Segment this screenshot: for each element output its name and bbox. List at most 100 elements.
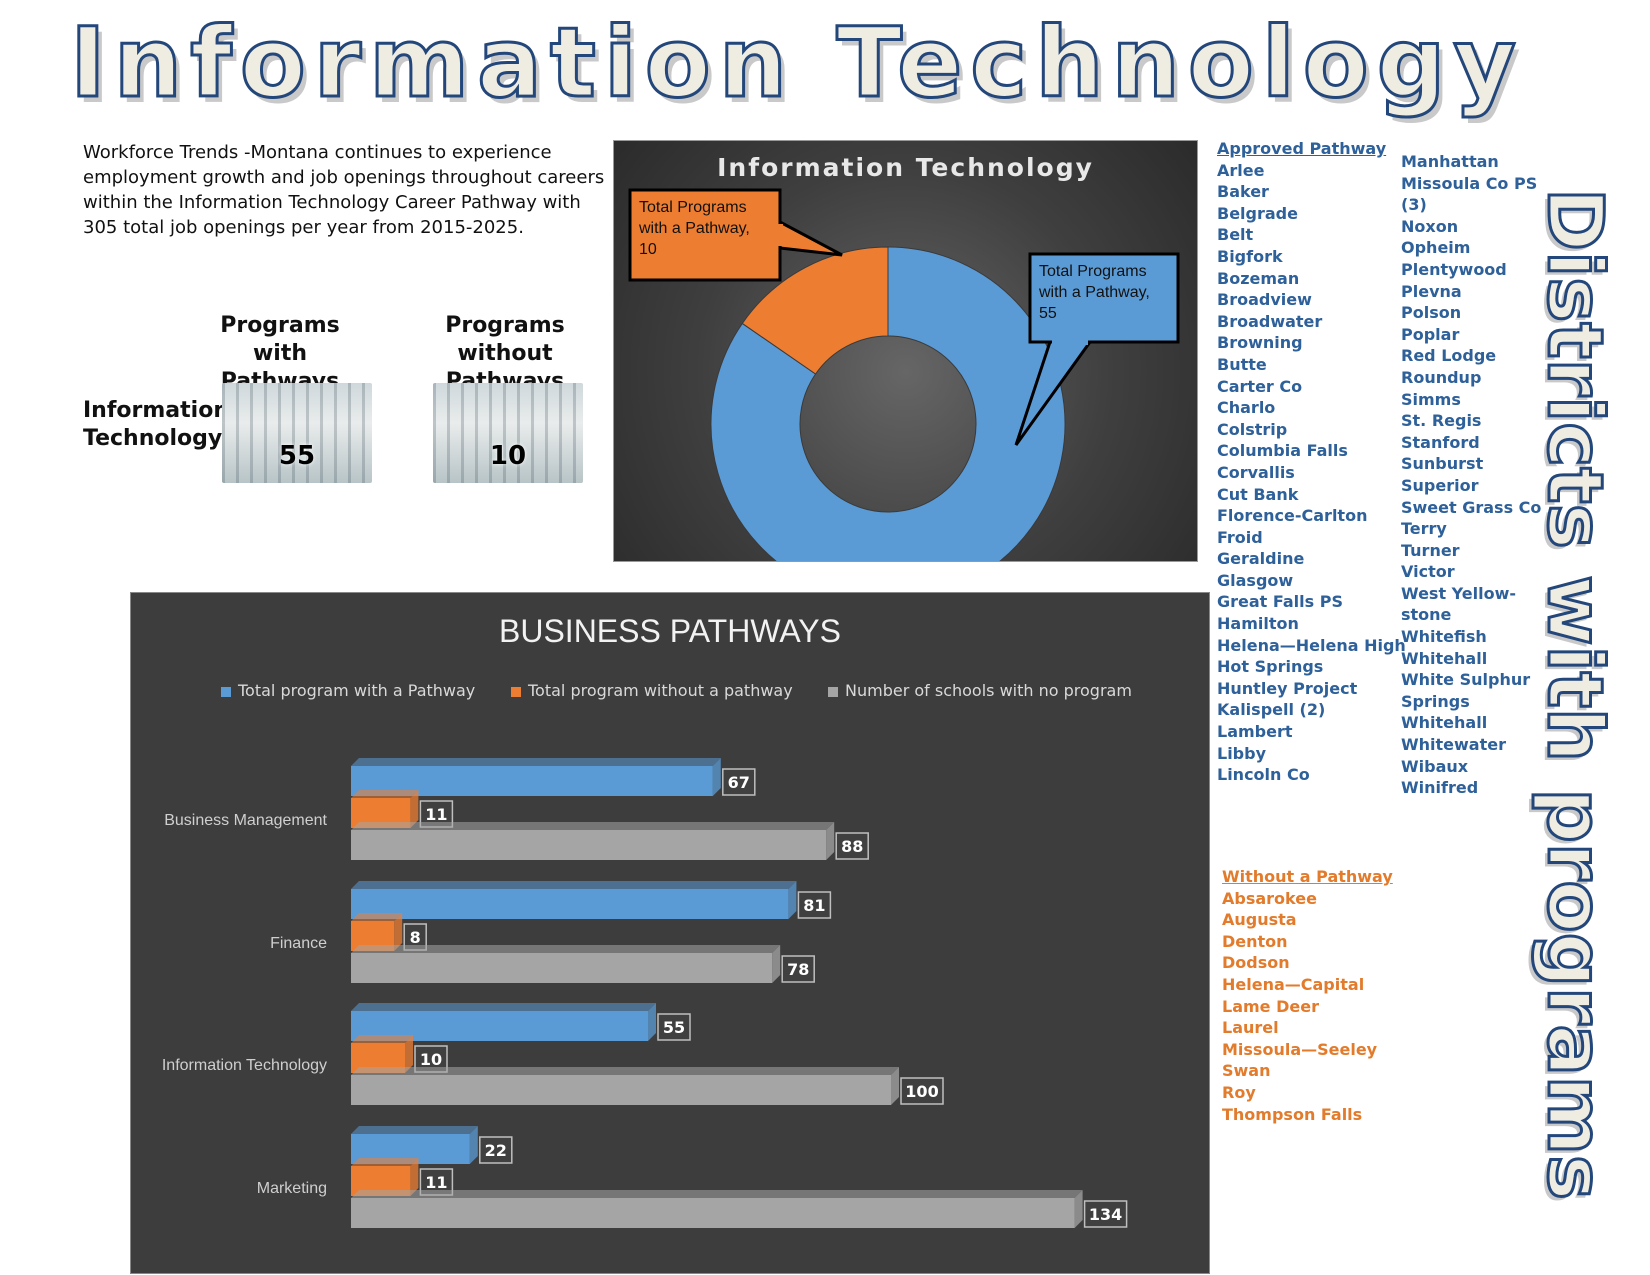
bar-top-face bbox=[351, 1190, 1083, 1198]
list-item: Roy bbox=[1222, 1082, 1256, 1102]
list-item: Wibaux bbox=[1401, 756, 1469, 776]
list-item: Cut Bank bbox=[1217, 484, 1299, 504]
bar-side-face bbox=[648, 1003, 656, 1041]
category-label: Marketing bbox=[257, 1180, 327, 1197]
legend-label-with-pathway: Total program with a Pathway bbox=[238, 681, 476, 700]
list-item: Arlee bbox=[1217, 160, 1265, 180]
list-item: Swan bbox=[1222, 1061, 1271, 1081]
list-item: Superior bbox=[1401, 475, 1479, 495]
list-item: Hot Springs bbox=[1217, 657, 1324, 677]
data-label: 81 bbox=[803, 896, 825, 915]
without-pathway-heading: Without a Pathway bbox=[1222, 867, 1393, 886]
list-item: Sweet Grass Co bbox=[1401, 497, 1542, 517]
legend-label-no-program: Number of schools with no program bbox=[845, 681, 1132, 700]
donut-chart-title: Information Technology bbox=[717, 153, 1094, 182]
list-item: Turner bbox=[1401, 540, 1460, 560]
list-item: Glasgow bbox=[1217, 570, 1294, 590]
bar-top-face bbox=[351, 758, 721, 766]
donut-data-label: Total Programs with a Pathway, 10 bbox=[638, 199, 750, 258]
bar bbox=[351, 1198, 1075, 1228]
list-item: Great Falls PS bbox=[1217, 592, 1343, 612]
bar-chart-title: BUSINESS PATHWAYS bbox=[499, 613, 841, 649]
programs-without-tile: 10 bbox=[433, 383, 583, 483]
bar-top-face bbox=[351, 881, 797, 889]
category-label: Information Technology bbox=[162, 1057, 327, 1074]
list-item: Missoula—Seeley bbox=[1222, 1039, 1378, 1059]
donut-data-label: Total Programs with a Pathway, 55 bbox=[1038, 263, 1150, 322]
bar-side-face bbox=[394, 913, 403, 951]
list-item: Baker bbox=[1217, 182, 1269, 202]
list-item: Springs bbox=[1401, 691, 1470, 711]
list-item: Thompson Falls bbox=[1222, 1104, 1363, 1124]
legend-item-no-program: Number of schools with no program bbox=[828, 681, 1132, 700]
list-item: Browning bbox=[1217, 333, 1303, 353]
list-item: Lame Deer bbox=[1222, 996, 1319, 1016]
legend-swatch-with-pathway bbox=[221, 686, 231, 697]
list-item: Carter Co bbox=[1217, 376, 1303, 396]
callout-pointer bbox=[779, 220, 843, 257]
bar-side-face bbox=[469, 1126, 478, 1164]
list-item: Winifred bbox=[1401, 778, 1479, 798]
data-label-box bbox=[835, 832, 869, 860]
side-title: Districts with programs bbox=[1530, 187, 1622, 1202]
list-item: Absarokee bbox=[1222, 888, 1317, 908]
list-item: Bigfork bbox=[1217, 246, 1283, 266]
legend-label-without-pathway: Total program without a pathway bbox=[528, 681, 793, 700]
callout-pointer bbox=[1014, 341, 1092, 446]
data-label-box bbox=[1083, 1200, 1128, 1228]
list-item: Whitehall bbox=[1401, 648, 1488, 668]
bar-top-face bbox=[351, 1126, 478, 1134]
data-label-box bbox=[900, 1077, 944, 1105]
bar bbox=[351, 830, 827, 860]
list-item: West Yellow- bbox=[1401, 583, 1517, 603]
bar-side-face bbox=[788, 881, 797, 919]
intro-text: Workforce Trends -Montana continues to e… bbox=[83, 142, 605, 238]
bar-top-face bbox=[351, 1003, 656, 1011]
category-label: Finance bbox=[270, 935, 327, 952]
callout-box bbox=[1028, 252, 1180, 344]
list-item: Columbia Falls bbox=[1217, 441, 1348, 461]
bar-top-face bbox=[351, 945, 781, 953]
callout-joint bbox=[777, 224, 783, 246]
bar-top-face bbox=[351, 1158, 419, 1166]
list-item: Red Lodge bbox=[1401, 346, 1497, 366]
page-title: Information Technology bbox=[69, 7, 1524, 120]
list-item: Broadview bbox=[1217, 290, 1312, 310]
bar-top-face bbox=[351, 1067, 899, 1075]
list-item: Manhattan bbox=[1401, 152, 1499, 171]
list-item: Huntley Project bbox=[1217, 678, 1358, 698]
list-item: Hamilton bbox=[1217, 614, 1299, 634]
donut-slice bbox=[710, 246, 1066, 561]
bar-top-face bbox=[351, 822, 835, 830]
bar-side-face bbox=[772, 945, 781, 983]
legend-swatch-without-pathway bbox=[511, 686, 521, 697]
summary-row-label: Information Technology bbox=[83, 398, 229, 451]
data-label: 88 bbox=[841, 837, 863, 856]
data-label: 134 bbox=[1089, 1205, 1122, 1224]
list-item: Geraldine bbox=[1217, 549, 1305, 569]
list-item: stone bbox=[1401, 605, 1452, 625]
list-item: Simms bbox=[1401, 389, 1461, 409]
data-label-box bbox=[479, 1136, 513, 1164]
list-item: Charlo bbox=[1217, 398, 1276, 418]
bar-side-face bbox=[826, 822, 835, 860]
list-item: Helena—Capital bbox=[1222, 974, 1365, 994]
list-item: White Sulphur bbox=[1401, 670, 1531, 690]
approved-list-col2: Manhattan Missoula Co PS (3) Noxon Ophei… bbox=[1401, 151, 1541, 799]
list-item: Missoula Co PS bbox=[1401, 173, 1538, 193]
list-item: Whitehall bbox=[1401, 713, 1488, 733]
donut-chart-canvas: Total Programs with a Pathway, 55 Total Pro… bbox=[628, 188, 1180, 561]
list-item: Whitewater bbox=[1401, 735, 1506, 755]
list-item: Plentywood bbox=[1401, 259, 1507, 279]
list-item: Broadwater bbox=[1217, 311, 1323, 331]
bar-top-face bbox=[351, 1035, 413, 1043]
list-item: Noxon bbox=[1401, 216, 1459, 236]
list-item: Augusta bbox=[1222, 910, 1297, 930]
data-label: 55 bbox=[663, 1018, 685, 1037]
bar-side-face bbox=[891, 1067, 899, 1105]
callout-box bbox=[628, 188, 782, 282]
bar-side-face bbox=[405, 1035, 413, 1073]
bar bbox=[351, 953, 773, 983]
donut-chart: Information Technology Total Programs wit… bbox=[613, 140, 1198, 562]
list-item: Bozeman bbox=[1217, 268, 1300, 288]
